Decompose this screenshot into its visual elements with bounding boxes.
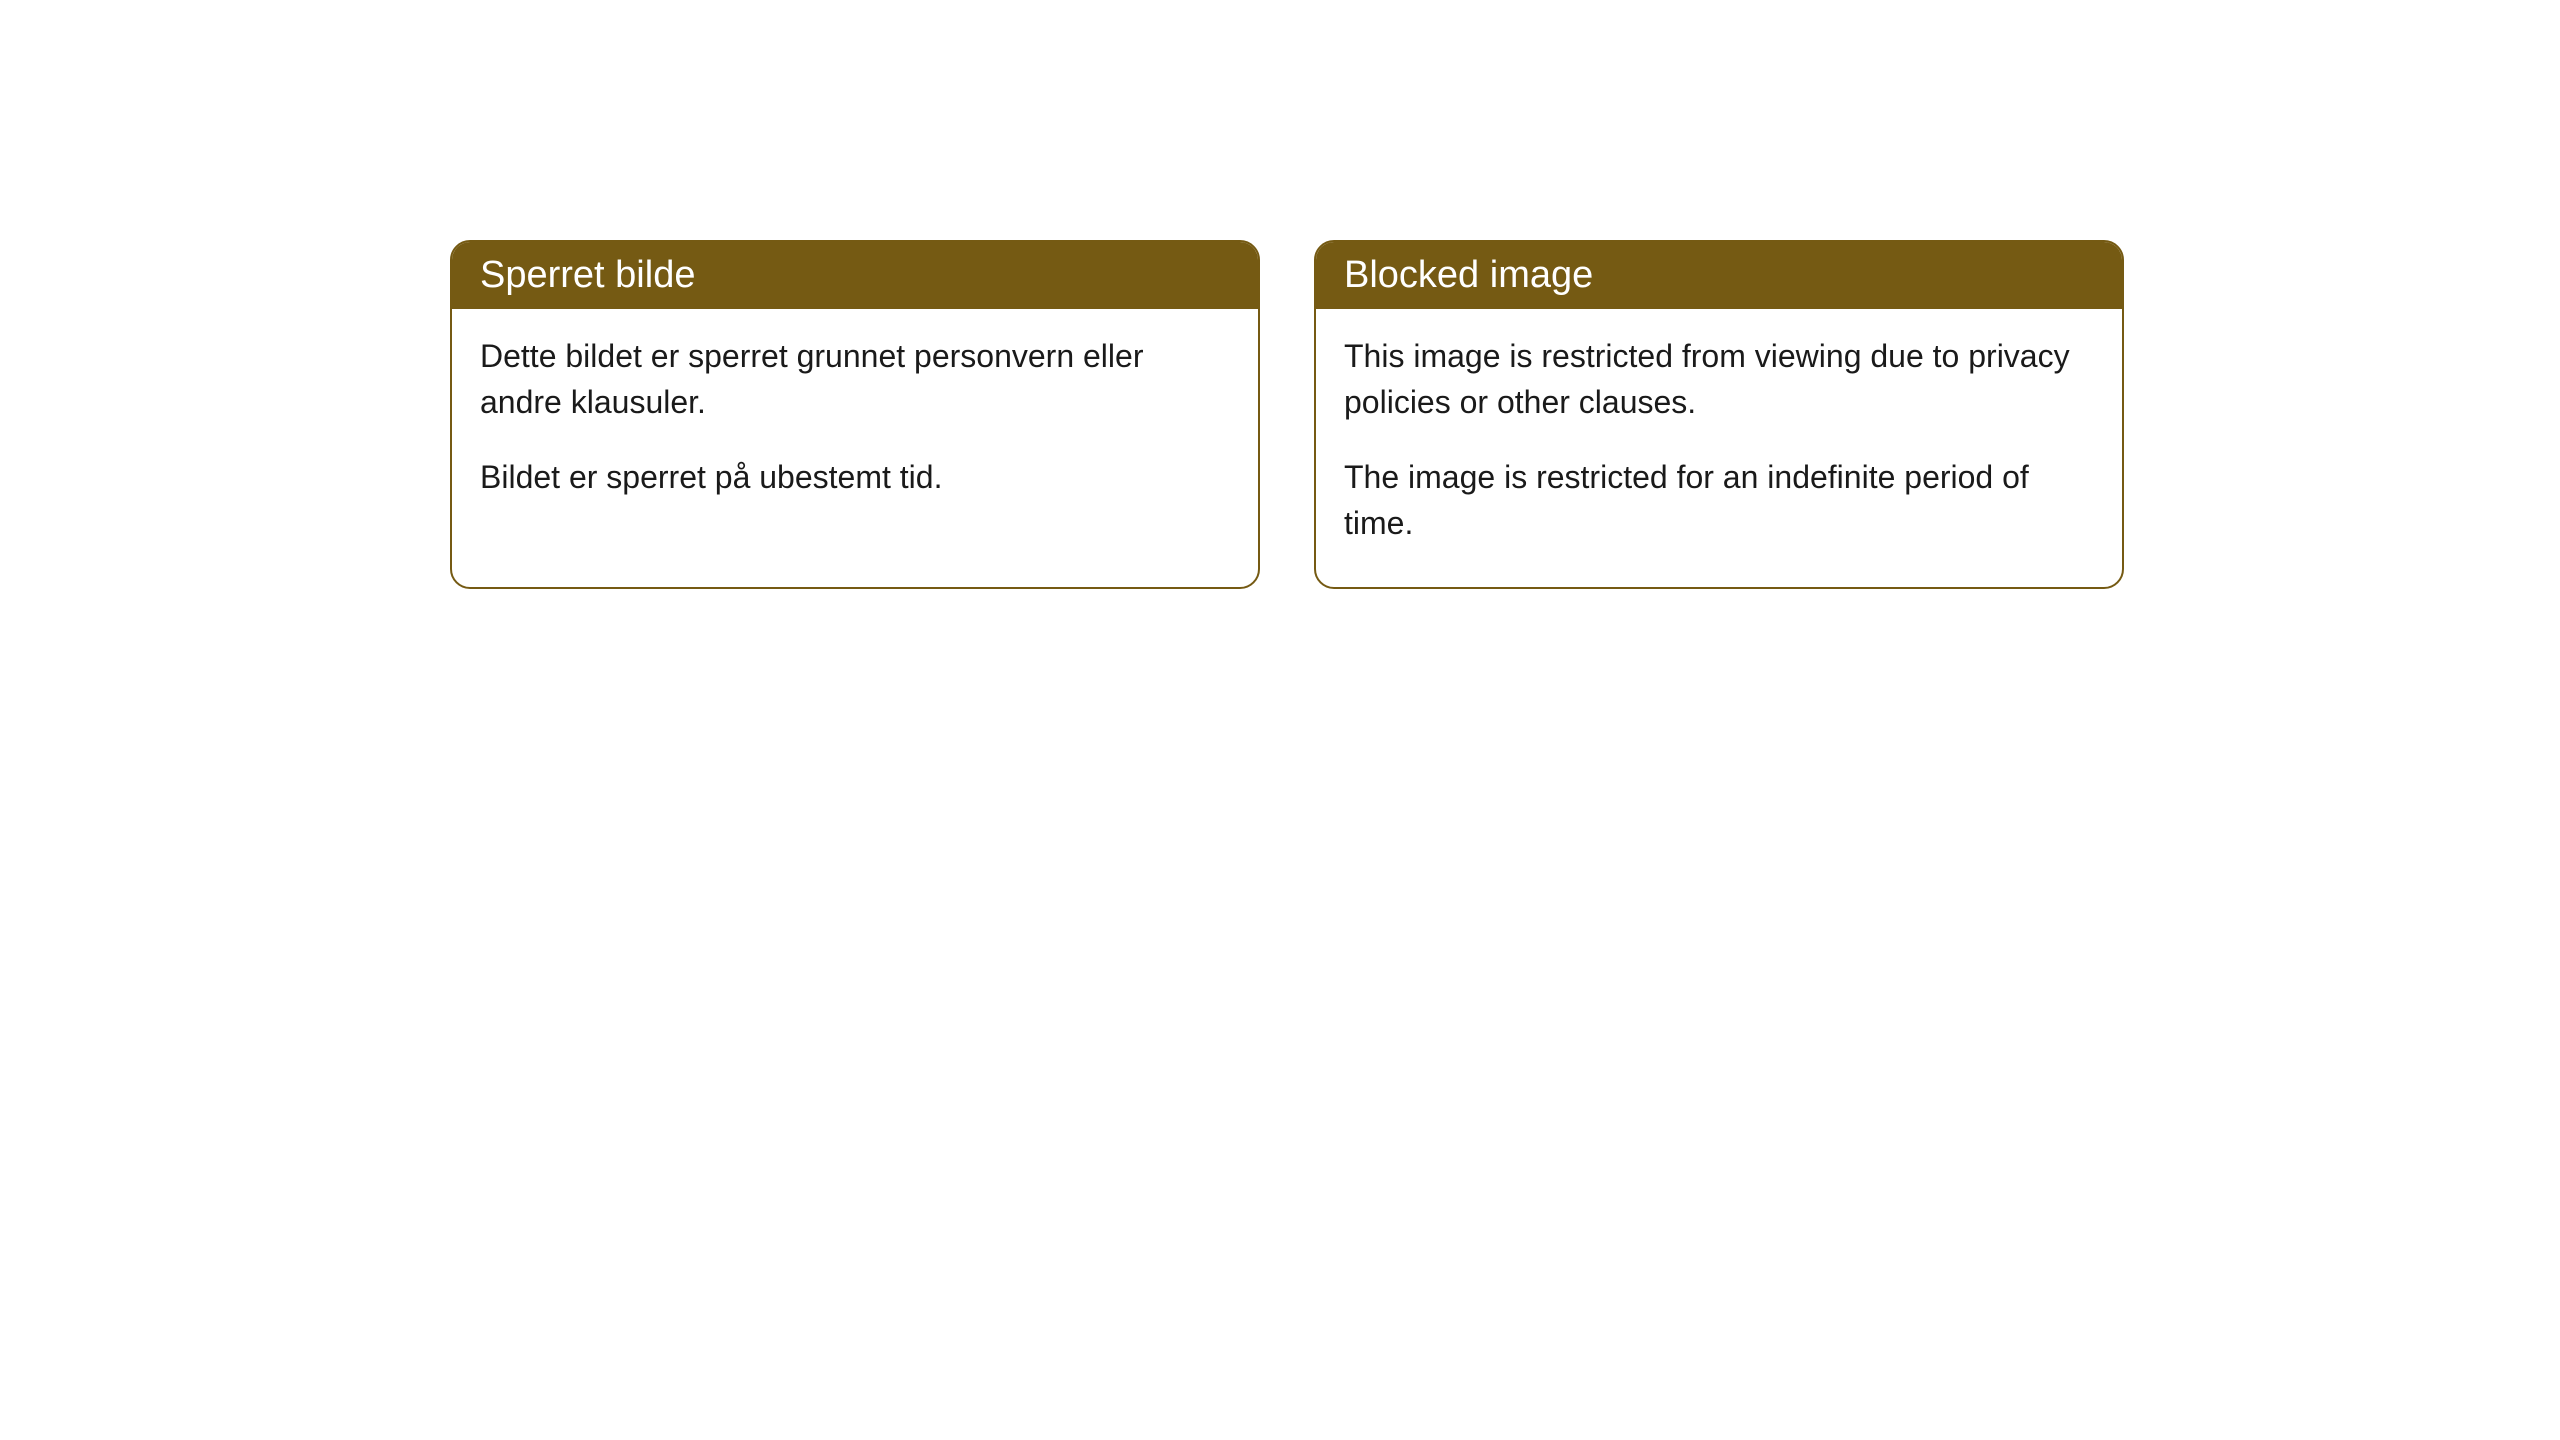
card-title-norwegian: Sperret bilde bbox=[480, 254, 695, 296]
card-title-english: Blocked image bbox=[1344, 254, 1593, 296]
card-paragraph: Dette bildet er sperret grunnet personve… bbox=[480, 333, 1230, 426]
card-body-english: This image is restricted from viewing du… bbox=[1316, 309, 2122, 587]
card-paragraph: Bildet er sperret på ubestemt tid. bbox=[480, 454, 1230, 500]
card-header-english: Blocked image bbox=[1316, 242, 2122, 309]
card-paragraph: The image is restricted for an indefinit… bbox=[1344, 454, 2094, 547]
card-paragraph: This image is restricted from viewing du… bbox=[1344, 333, 2094, 426]
blocked-image-cards: Sperret bilde Dette bildet er sperret gr… bbox=[450, 240, 2124, 589]
card-body-norwegian: Dette bildet er sperret grunnet personve… bbox=[452, 309, 1258, 540]
card-english: Blocked image This image is restricted f… bbox=[1314, 240, 2124, 589]
card-header-norwegian: Sperret bilde bbox=[452, 242, 1258, 309]
card-norwegian: Sperret bilde Dette bildet er sperret gr… bbox=[450, 240, 1260, 589]
